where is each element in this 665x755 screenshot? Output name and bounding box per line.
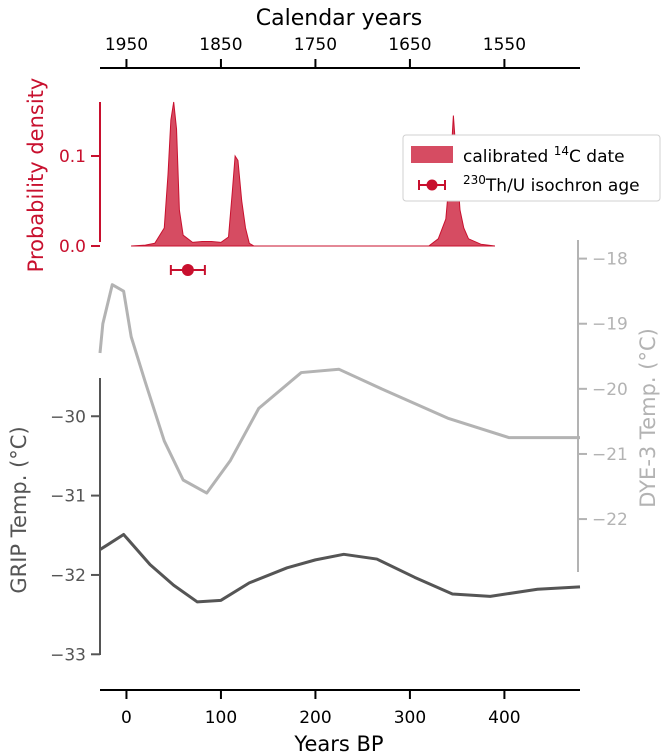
density-panel: 0.0 0.1 Probability density: [24, 78, 496, 276]
top-tick-label: 1850: [199, 35, 242, 55]
density-tick-label: 0.1: [59, 147, 86, 167]
legend-errorbar-marker: [426, 179, 438, 191]
top-tick-label: 1550: [483, 35, 526, 55]
top-tick-label: 1650: [388, 35, 431, 55]
grip-axis-label: GRIP Temp. (°C): [7, 426, 31, 593]
legend-entry-area: calibrated 14C date: [463, 144, 625, 167]
bottom-tick-label: 0: [121, 708, 132, 728]
dye3-tick-label: −22: [592, 510, 628, 530]
legend: calibrated 14C date 230Th/U isochron age: [402, 134, 661, 202]
top-tick-label: 1750: [294, 35, 337, 55]
grip-tick-label: −31: [50, 487, 86, 507]
bottom-tick-label: 200: [299, 708, 331, 728]
top-axis: Calendar years 1950 1850 1750 1650 1550: [100, 6, 580, 69]
top-axis-label: Calendar years: [256, 6, 422, 31]
top-tick-label: 1950: [105, 35, 148, 55]
top-axis-ticks: 1950 1850 1750 1650 1550: [105, 35, 526, 68]
density-axis-ticks: 0.0 0.1: [59, 147, 100, 257]
dye3-tick-label: −21: [592, 445, 628, 465]
dye3-axis: −18 −19 −20 −21 −22 DYE-3 Temp. (°C): [577, 240, 660, 572]
errorbar-marker: [181, 264, 194, 276]
grip-tick-label: −30: [50, 407, 86, 427]
dye3-tick-label: −19: [592, 315, 628, 335]
bottom-axis-label: Years BP: [293, 732, 383, 755]
density-axis-label: Probability density: [24, 78, 48, 273]
dye3-tick-label: −18: [592, 250, 628, 270]
legend-area-swatch: [411, 146, 453, 163]
dye3-series-line: [98, 283, 580, 495]
dye3-axis-ticks: −18 −19 −20 −21 −22: [578, 250, 628, 530]
bottom-tick-label: 400: [488, 708, 520, 728]
legend-box: [402, 134, 661, 202]
dye3-axis-label: DYE-3 Temp. (°C): [636, 328, 660, 508]
grip-tick-label: −32: [50, 566, 86, 586]
grip-series-line: [99, 532, 581, 604]
bottom-axis-ticks: 0 100 200 300 400: [121, 690, 521, 728]
isochron-errorbar: [169, 264, 206, 276]
density-tick-label: 0.0: [59, 237, 86, 257]
grip-axis: −30 −31 −32 −33 GRIP Temp. (°C): [7, 378, 101, 665]
bottom-tick-label: 300: [394, 708, 426, 728]
bottom-axis: 0 100 200 300 400 Years BP: [100, 689, 580, 755]
grip-tick-label: −33: [50, 645, 86, 665]
bottom-tick-label: 100: [205, 708, 237, 728]
grip-axis-ticks: −30 −31 −32 −33: [50, 407, 100, 665]
dye3-tick-label: −20: [592, 380, 628, 400]
legend-entry-errorbar: 230Th/U isochron age: [463, 173, 640, 196]
